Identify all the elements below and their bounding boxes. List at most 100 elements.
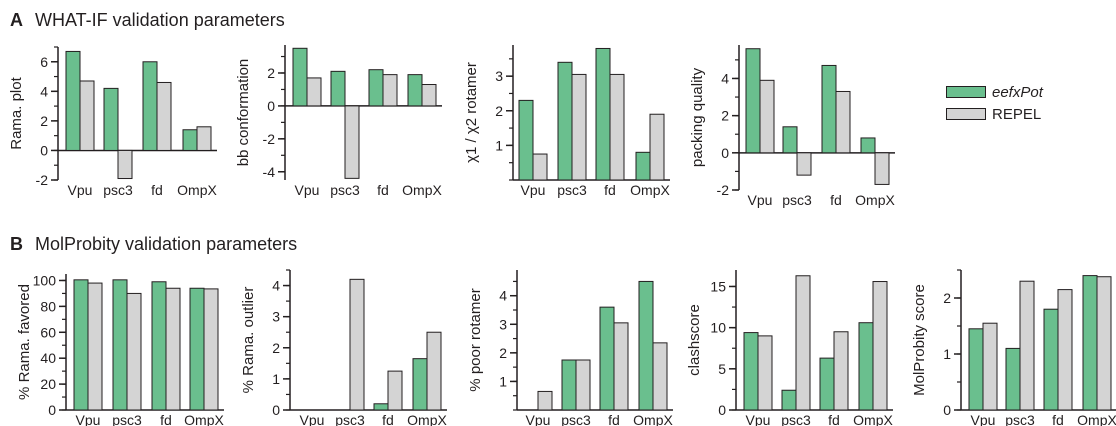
bar-eefxpot-fd [373, 403, 389, 411]
y-tick-label: 4 [40, 83, 48, 99]
x-tick-label: fd [382, 412, 394, 426]
section-a-letter: A [10, 10, 23, 30]
bar-repel-ompx [203, 288, 219, 411]
bar-eefxpot-fd [595, 47, 611, 181]
x-tick-label: psc3 [561, 412, 591, 426]
y-tick-label: 0 [272, 402, 280, 418]
y-tick-label: 1 [495, 137, 503, 153]
bar-eefxpot-fd [151, 281, 167, 411]
y-tick-label: 60 [40, 324, 56, 340]
x-tick-label: OmpX [633, 412, 673, 426]
legend-label-eefxpot: eefxPot [992, 83, 1043, 101]
y-axis-label: % Rama. outlier [240, 287, 257, 394]
bar-repel-psc3 [796, 152, 812, 176]
y-tick-label: 2 [943, 290, 951, 306]
bar-repel-vpu [982, 322, 998, 411]
bar-eefxpot-ompx [858, 322, 874, 411]
section-b-letter: B [10, 234, 23, 254]
bar-eefxpot-vpu [292, 47, 308, 107]
legend-swatch-eefxpot [946, 86, 986, 98]
x-tick-label: OmpX [855, 192, 895, 208]
x-tick-label: Vpu [295, 182, 320, 198]
x-tick-label: Vpu [68, 182, 93, 198]
y-axis-label: Rama. plot [8, 76, 25, 149]
bar-repel-vpu [79, 80, 95, 151]
y-axis-label: bb conformation [235, 59, 252, 167]
x-tick-label: fd [377, 182, 389, 198]
bar-repel-psc3 [344, 105, 360, 179]
x-tick-label: Vpu [76, 412, 101, 426]
x-tick-label: psc3 [782, 192, 812, 208]
y-tick-label: 1 [499, 373, 507, 389]
y-tick-label: 15 [710, 278, 726, 294]
bar-eefxpot-fd [821, 64, 837, 154]
y-tick-label: 4 [272, 278, 280, 294]
legend-item-eefxpot: eefxPot [946, 82, 1043, 102]
y-tick-label: 2 [272, 340, 280, 356]
chart-panel-4: -2 0 2 4 Vpu psc3 fd OmpX packing quality [689, 45, 895, 208]
bar-repel-vpu [306, 77, 322, 107]
y-tick-label: 10 [710, 320, 726, 336]
x-tick-label: fd [1052, 412, 1064, 426]
bar-repel-fd [165, 287, 181, 411]
bar-repel-vpu [757, 335, 773, 411]
bar-eefxpot-vpu [745, 48, 761, 154]
y-tick-label: 0 [718, 402, 726, 418]
y-tick-label: 0 [721, 145, 729, 161]
x-tick-label: Vpu [526, 412, 551, 426]
bar-repel-fd [835, 90, 851, 154]
y-tick-label: 6 [40, 54, 48, 70]
y-axis-label: χ1 / χ2 rotamer [463, 62, 480, 163]
bar-repel-fd [833, 331, 849, 411]
y-tick-label: 40 [40, 350, 56, 366]
bar-repel-psc3 [1019, 280, 1035, 411]
bar-eefxpot-psc3 [781, 389, 797, 411]
section-a-title: A WHAT-IF validation parameters [10, 10, 285, 31]
chart-panel-9: 0 1 2 Vpu psc3 fd OmpX MolProbity score [911, 269, 1116, 426]
bar-repel-psc3 [575, 359, 591, 411]
bar-repel-ompx [649, 113, 665, 181]
chart-panel-6: 0 1 2 3 4 Vpu psc3 fd OmpX % Rama. outlier [240, 269, 447, 426]
y-tick-label: 80 [40, 298, 56, 314]
y-axis-label: MolProbity score [911, 284, 928, 396]
x-tick-label: fd [604, 182, 616, 198]
x-tick-label: fd [828, 412, 840, 426]
x-tick-label: OmpX [184, 412, 224, 426]
x-tick-label: OmpX [177, 182, 217, 198]
x-tick-label: Vpu [748, 192, 773, 208]
bar-repel-vpu [759, 79, 775, 154]
y-tick-label: 1 [272, 371, 280, 387]
x-tick-label: psc3 [112, 412, 142, 426]
x-tick-label: psc3 [781, 412, 811, 426]
y-tick-label: -2 [36, 172, 49, 188]
y-axis-label: packing quality [689, 67, 706, 167]
bar-eefxpot-psc3 [1005, 347, 1021, 411]
bar-eefxpot-vpu [743, 332, 759, 411]
x-tick-label: fd [608, 412, 620, 426]
y-tick-label: -2 [717, 182, 730, 198]
y-tick-label: 2 [495, 103, 503, 119]
section-b-text: MolProbity validation parameters [35, 234, 298, 254]
bar-eefxpot-ompx [860, 137, 876, 154]
y-tick-label: 100 [33, 272, 57, 288]
chart-panel-7: 1 2 3 4 Vpu psc3 fd OmpX % poor rotamer [467, 270, 673, 426]
y-tick-label: 2 [40, 113, 48, 129]
x-tick-label: Vpu [521, 182, 546, 198]
x-tick-label: Vpu [971, 412, 996, 426]
y-tick-label: 20 [40, 376, 56, 392]
bar-eefxpot-ompx [182, 129, 198, 151]
chart-panel-1: -2 0 2 4 6 Vpu psc3 fd OmpX Rama. plot [8, 46, 217, 198]
y-tick-label: 0 [40, 142, 48, 158]
x-tick-label: fd [151, 182, 163, 198]
chart-panel-5: 0 20 40 60 80 100 Vpu psc3 fd OmpX % Rama. favored [16, 272, 224, 426]
y-tick-label: 3 [495, 68, 503, 84]
bar-repel-fd [609, 73, 625, 181]
bar-eefxpot-ompx [412, 358, 428, 411]
bar-repel-psc3 [571, 73, 587, 181]
legend-item-repel: REPEL [946, 104, 1043, 124]
y-tick-label: 5 [718, 361, 726, 377]
x-tick-label: psc3 [330, 182, 360, 198]
bar-repel-ompx [1096, 276, 1112, 411]
bar-repel-fd [382, 74, 398, 107]
legend: eefxPot REPEL [946, 82, 1043, 126]
